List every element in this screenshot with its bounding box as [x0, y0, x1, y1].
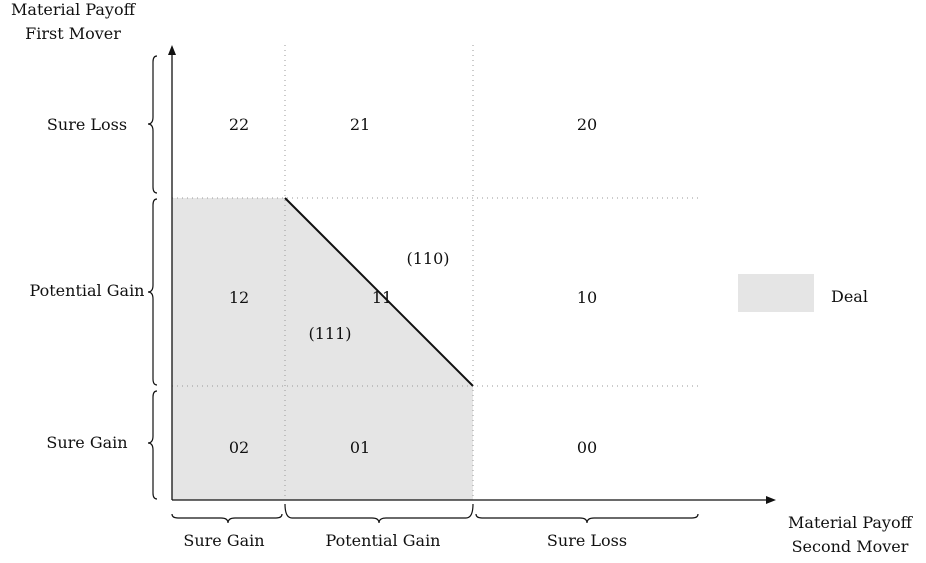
x-braces	[171, 503, 699, 524]
y-axis-title-line2: First Mover	[25, 24, 121, 43]
x-group-sure-loss: Sure Loss	[547, 531, 627, 550]
cell-12: 12	[229, 288, 249, 307]
cell-11: 11	[372, 288, 392, 307]
x-group-potential-gain: Potential Gain	[326, 531, 441, 550]
diagonal-boundary	[284, 197, 474, 387]
brace-y-potential-gain	[147, 198, 158, 386]
region-110-label: (110)	[406, 249, 449, 268]
brace-y-sure-gain	[147, 390, 158, 500]
legend-label-deal: Deal	[831, 287, 868, 306]
y-axis-title-line1: Material Payoff	[11, 0, 137, 19]
cell-21: 21	[350, 115, 370, 134]
deal-region	[172, 198, 473, 500]
cell-02: 02	[229, 438, 249, 457]
cell-22: 22	[229, 115, 249, 134]
y-group-potential-gain: Potential Gain	[30, 281, 145, 300]
cell-20: 20	[577, 115, 597, 134]
brace-x-potential-gain	[284, 503, 474, 524]
cell-01: 01	[350, 438, 370, 457]
y-axis-arrowhead	[168, 45, 176, 55]
cell-10: 10	[577, 288, 597, 307]
brace-y-sure-loss	[147, 55, 158, 194]
x-axis-arrowhead	[766, 496, 776, 504]
x-axis-title-line2: Second Mover	[792, 537, 909, 556]
grid-lines	[172, 45, 698, 500]
x-axis-title-line1: Material Payoff	[788, 513, 914, 532]
y-group-sure-loss: Sure Loss	[47, 115, 127, 134]
region-111-label: (111)	[308, 324, 351, 343]
x-group-sure-gain: Sure Gain	[183, 531, 264, 550]
legend-swatch-deal	[738, 274, 814, 312]
brace-x-sure-gain	[171, 513, 283, 524]
cell-00: 00	[577, 438, 597, 457]
y-group-sure-gain: Sure Gain	[46, 433, 127, 452]
brace-x-sure-loss	[475, 513, 699, 524]
y-braces	[147, 55, 158, 500]
